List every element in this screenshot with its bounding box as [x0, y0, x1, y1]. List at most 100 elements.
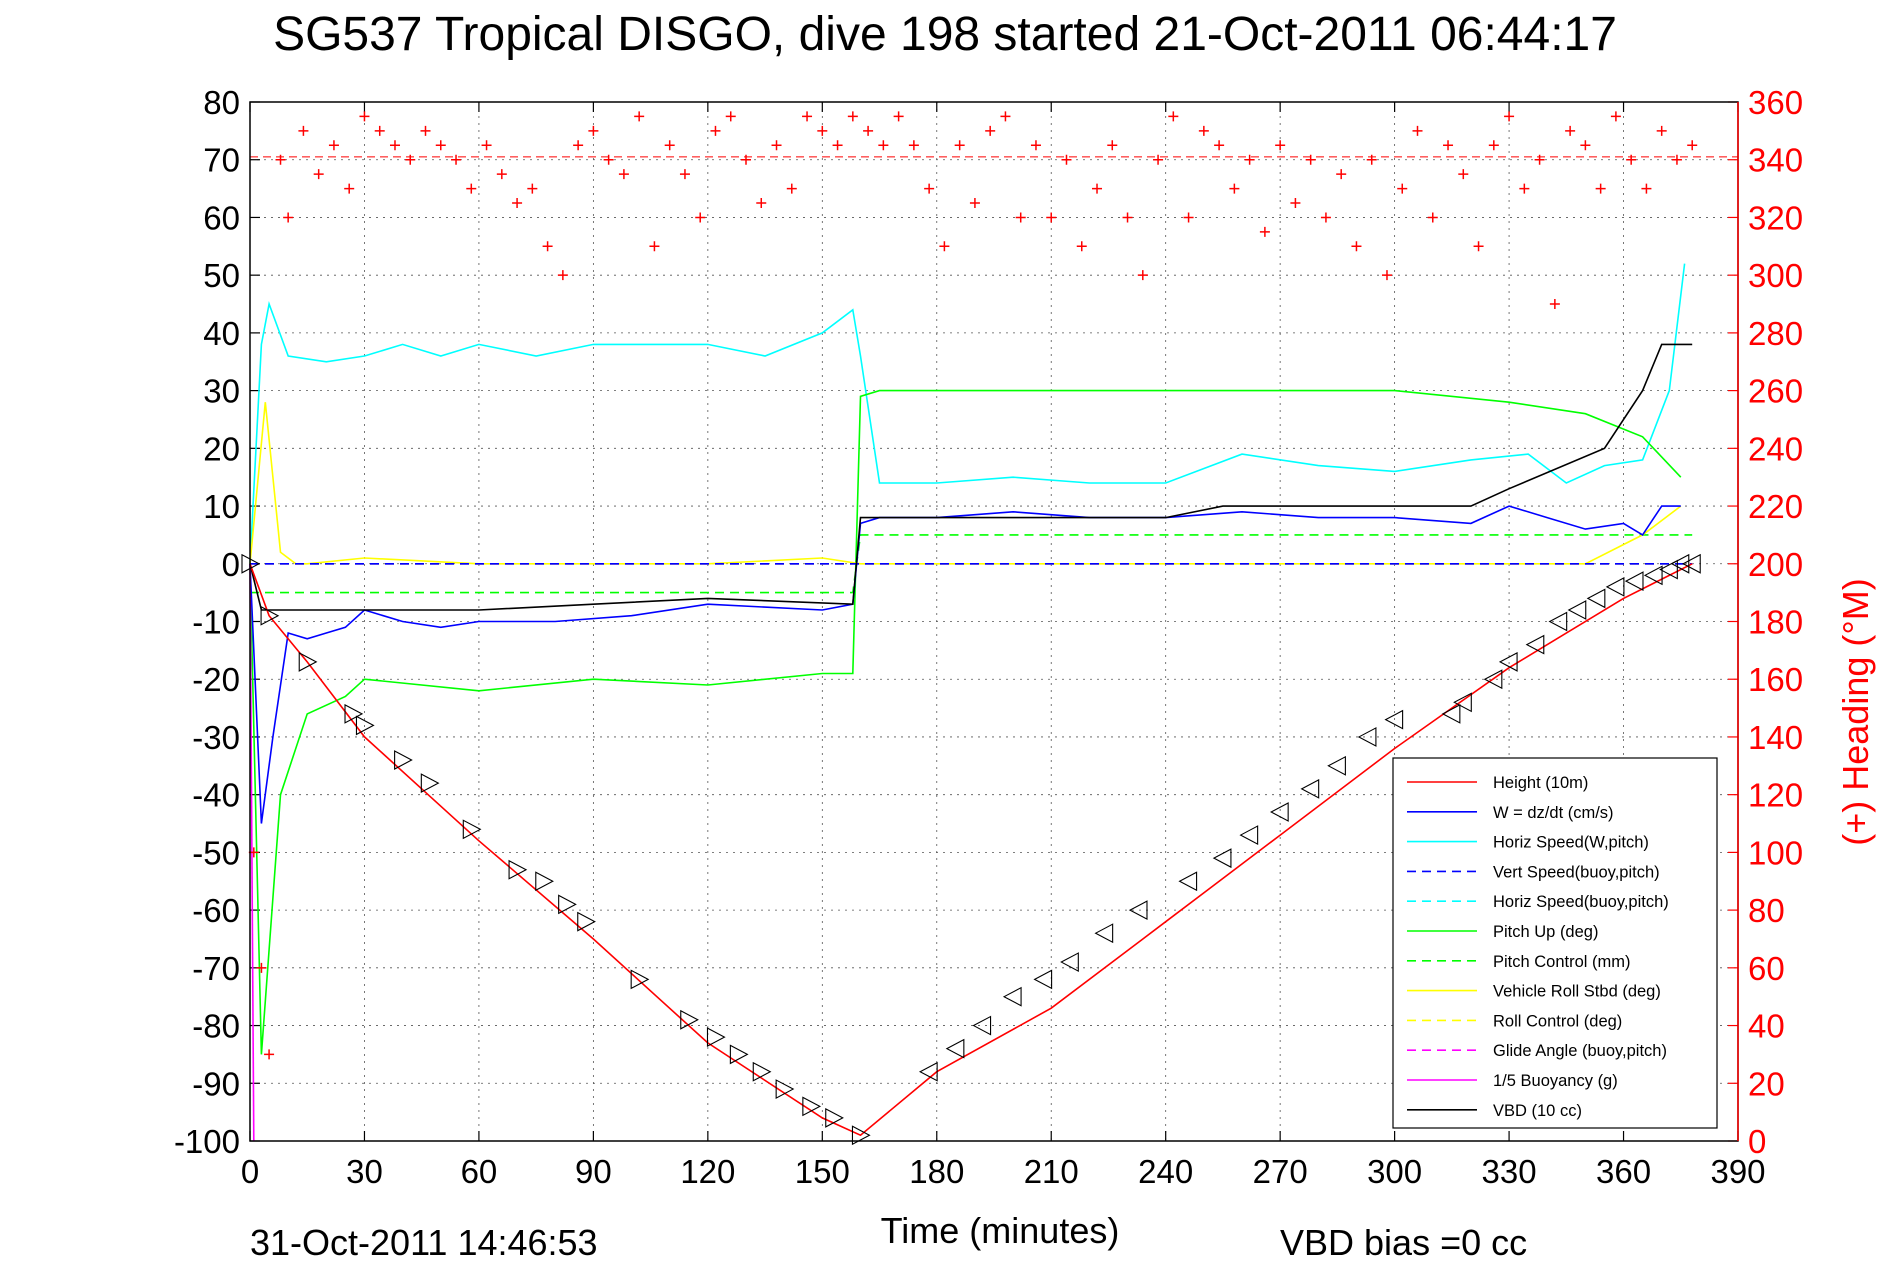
heading-point: [1519, 183, 1530, 194]
height-marker: [1624, 571, 1644, 592]
x-tick-label: 30: [346, 1153, 383, 1190]
y-tick-label: -20: [192, 661, 240, 698]
heading-point: [1671, 154, 1682, 165]
height-marker: [260, 605, 280, 626]
heading-point: [1320, 212, 1331, 223]
height-marker: [1269, 802, 1289, 822]
heading-point: [893, 111, 904, 122]
height-marker: [298, 651, 318, 672]
height-marker: [1094, 923, 1114, 944]
height-marker: [577, 911, 596, 932]
y-right-tick-label: 100: [1748, 834, 1803, 871]
heading-point: [1610, 111, 1621, 122]
heading-point: [1595, 183, 1606, 194]
y-tick-label: 0: [222, 546, 240, 583]
height-marker: [706, 1027, 726, 1048]
y-tick-label: -100: [174, 1123, 240, 1160]
height-marker: [1567, 600, 1587, 620]
heading-point: [985, 125, 996, 136]
height-marker: [1002, 986, 1022, 1007]
heading-point: [557, 270, 568, 281]
x-tick-label: 330: [1482, 1153, 1537, 1190]
heading-point: [1214, 140, 1225, 151]
height-marker: [729, 1044, 749, 1065]
y-right-tick-label: 120: [1748, 777, 1803, 814]
y-right-tick-label: 220: [1748, 488, 1803, 525]
heading-point: [1122, 212, 1133, 223]
x-axis-label: Time (minutes): [881, 1210, 1120, 1251]
y-tick-label: 10: [203, 488, 240, 525]
heading-point: [1488, 140, 1499, 151]
heading-point: [1259, 226, 1270, 237]
y-tick-label: -40: [192, 777, 240, 814]
heading-point: [1305, 154, 1316, 165]
heading-point: [1473, 241, 1484, 252]
y-right-tick-label: 140: [1748, 719, 1803, 756]
y-tick-label: -80: [192, 1008, 240, 1045]
height-marker: [945, 1038, 965, 1059]
heading-point: [634, 111, 645, 122]
heading-point: [1015, 212, 1026, 223]
height-marker: [1659, 559, 1678, 580]
heading-point: [939, 241, 950, 252]
heading-point: [1504, 111, 1515, 122]
height-marker: [1586, 588, 1606, 609]
y-right-tick-label: 300: [1748, 257, 1803, 294]
heading-point: [1366, 154, 1377, 165]
heading-point: [741, 154, 751, 165]
height-marker: [918, 1061, 938, 1082]
heading-point: [786, 183, 797, 194]
height-marker: [1483, 669, 1503, 690]
height-marker: [344, 703, 364, 724]
heading-point: [389, 140, 400, 151]
height-marker: [558, 894, 577, 915]
y-tick-label: 40: [203, 315, 240, 352]
height-marker: [462, 819, 482, 840]
heading-point: [1137, 270, 1148, 281]
y-right-tick-label: 40: [1748, 1008, 1785, 1045]
y-right-tick-label: 360: [1748, 84, 1803, 121]
height-marker: [1178, 871, 1198, 892]
x-tick-label: 390: [1710, 1153, 1765, 1190]
y-tick-label: 60: [203, 199, 240, 236]
heading-point: [1534, 154, 1545, 165]
height-marker: [1060, 952, 1079, 972]
height-marker: [355, 715, 375, 736]
legend-label: Glide Angle (buoy,pitch): [1493, 1042, 1667, 1060]
heading-point: [1000, 111, 1011, 122]
heading-point: [1092, 183, 1103, 194]
heading-point: [969, 198, 980, 209]
plot-area: [241, 111, 1738, 1146]
height-marker: [535, 871, 554, 892]
legend: Height (10m) W = dz/dt (cm/s) Horiz Speed(…: [1392, 757, 1718, 1129]
height-marker: [1239, 825, 1259, 845]
heading-point: [863, 125, 874, 136]
heading-point: [603, 154, 614, 165]
heading-point: [1458, 169, 1469, 180]
heading-point: [527, 183, 538, 194]
height-marker: [1033, 969, 1053, 990]
legend-label: Horiz Speed(W,pitch): [1493, 834, 1649, 852]
heading-point: [451, 154, 462, 165]
y-right-tick-label: 260: [1748, 373, 1803, 410]
y-right-tick-label: 0: [1748, 1123, 1766, 1160]
y-tick-label: -70: [192, 950, 240, 987]
heading-point: [1580, 140, 1591, 151]
legend-label: Vert Speed(buoy,pitch): [1493, 863, 1660, 881]
heading-point: [1107, 140, 1118, 151]
legend-label: Pitch Up (deg): [1493, 923, 1598, 941]
heading-point: [275, 154, 286, 165]
height-marker: [1453, 692, 1472, 713]
x-tick-label: 360: [1596, 1153, 1651, 1190]
legend-label: Roll Control (deg): [1493, 1012, 1622, 1030]
heading-point: [328, 140, 339, 151]
heading-point: [1244, 154, 1255, 165]
heading-point: [1641, 183, 1652, 194]
y-right-tick-label: 340: [1748, 142, 1803, 179]
vbd-bias-note: VBD bias =0 cc: [1280, 1222, 1527, 1262]
height-marker: [680, 1009, 699, 1030]
heading-point: [359, 111, 370, 122]
footer-date: 31-Oct-2011 14:46:53: [250, 1222, 598, 1262]
y-right-tick-label: 80: [1748, 892, 1785, 929]
